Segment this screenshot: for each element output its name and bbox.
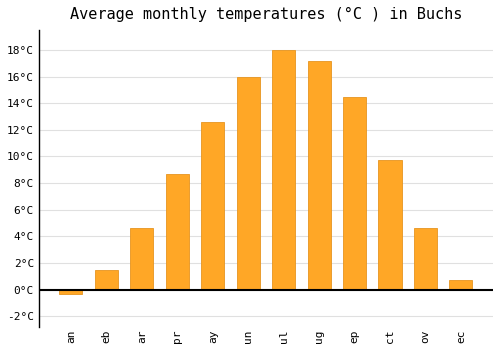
Bar [95, 270, 118, 289]
Bar [201, 122, 224, 289]
Bar [60, 289, 82, 294]
Bar [378, 160, 402, 289]
Bar [450, 280, 472, 289]
Bar [236, 77, 260, 289]
Bar [414, 228, 437, 289]
Bar [130, 228, 154, 289]
Title: Average monthly temperatures (°C ) in Buchs: Average monthly temperatures (°C ) in Bu… [70, 7, 462, 22]
Bar [308, 61, 330, 289]
Bar [272, 50, 295, 289]
Bar [166, 174, 189, 289]
Bar [343, 97, 366, 289]
